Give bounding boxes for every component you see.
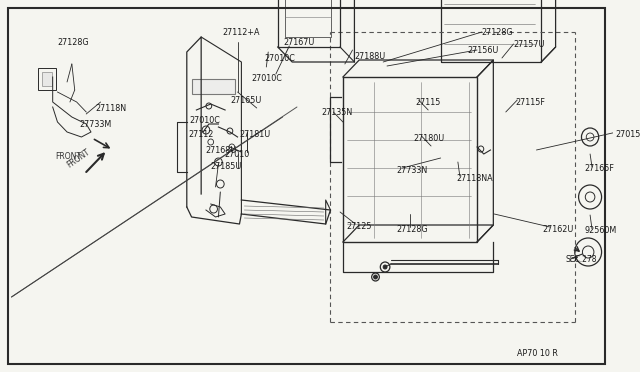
Text: 27115: 27115 xyxy=(416,97,441,106)
Text: 27128G: 27128G xyxy=(481,28,513,36)
Text: 27156U: 27156U xyxy=(467,45,499,55)
Text: 27188U: 27188U xyxy=(355,51,386,61)
Text: 92560M: 92560M xyxy=(584,225,616,234)
Text: 27112+A: 27112+A xyxy=(222,28,260,36)
Text: 27162U: 27162U xyxy=(542,224,573,234)
Text: 27733M: 27733M xyxy=(79,119,112,128)
Circle shape xyxy=(374,275,378,279)
Text: 27010: 27010 xyxy=(224,150,250,158)
Bar xyxy=(191,79,235,94)
Text: 27015: 27015 xyxy=(615,129,640,138)
Circle shape xyxy=(383,265,387,269)
Text: FRONT: FRONT xyxy=(65,147,92,169)
Text: 27157U: 27157U xyxy=(513,39,545,48)
Text: 27010C: 27010C xyxy=(189,115,221,125)
Text: 27135N: 27135N xyxy=(322,108,353,116)
Bar xyxy=(285,0,332,37)
Text: 27167U: 27167U xyxy=(284,38,315,46)
Bar xyxy=(38,68,56,90)
Text: 27733N: 27733N xyxy=(397,166,428,174)
Text: 27118NA: 27118NA xyxy=(456,173,493,183)
Text: 27180U: 27180U xyxy=(414,134,445,142)
Text: 27010C: 27010C xyxy=(251,74,282,83)
Bar xyxy=(441,0,541,62)
Text: AP70 10 R: AP70 10 R xyxy=(517,350,558,359)
Text: 27125: 27125 xyxy=(347,221,372,231)
Text: 27181U: 27181U xyxy=(239,129,271,138)
Text: 27165F: 27165F xyxy=(584,164,614,173)
Text: 27128G: 27128G xyxy=(58,38,89,46)
Text: 27185U: 27185U xyxy=(211,161,242,170)
Text: SEC.278: SEC.278 xyxy=(565,256,596,264)
Text: FRONT: FRONT xyxy=(56,151,81,160)
Text: 27165U: 27165U xyxy=(231,96,262,105)
Text: 27118N: 27118N xyxy=(96,103,127,112)
Text: 27115F: 27115F xyxy=(515,97,545,106)
Text: 27112: 27112 xyxy=(189,129,214,138)
Bar xyxy=(42,72,52,86)
Text: 27010C: 27010C xyxy=(264,54,295,62)
Text: 27128G: 27128G xyxy=(397,224,428,234)
Text: 27168U: 27168U xyxy=(205,145,236,154)
Bar xyxy=(343,77,477,242)
